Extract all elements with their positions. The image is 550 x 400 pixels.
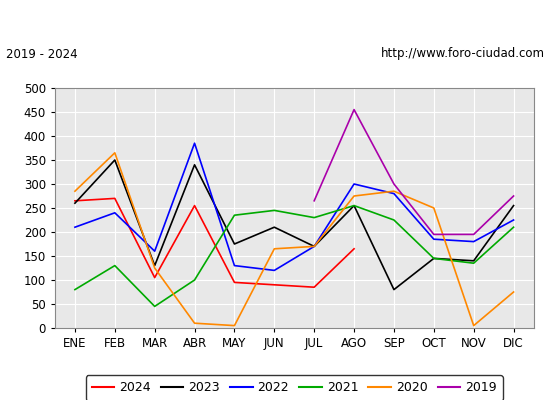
Text: http://www.foro-ciudad.com: http://www.foro-ciudad.com	[381, 48, 544, 60]
Text: Evolucion Nº Turistas Nacionales en el municipio de Ricote: Evolucion Nº Turistas Nacionales en el m…	[24, 14, 526, 28]
Text: 2019 - 2024: 2019 - 2024	[6, 48, 77, 60]
Legend: 2024, 2023, 2022, 2021, 2020, 2019: 2024, 2023, 2022, 2021, 2020, 2019	[86, 375, 503, 400]
